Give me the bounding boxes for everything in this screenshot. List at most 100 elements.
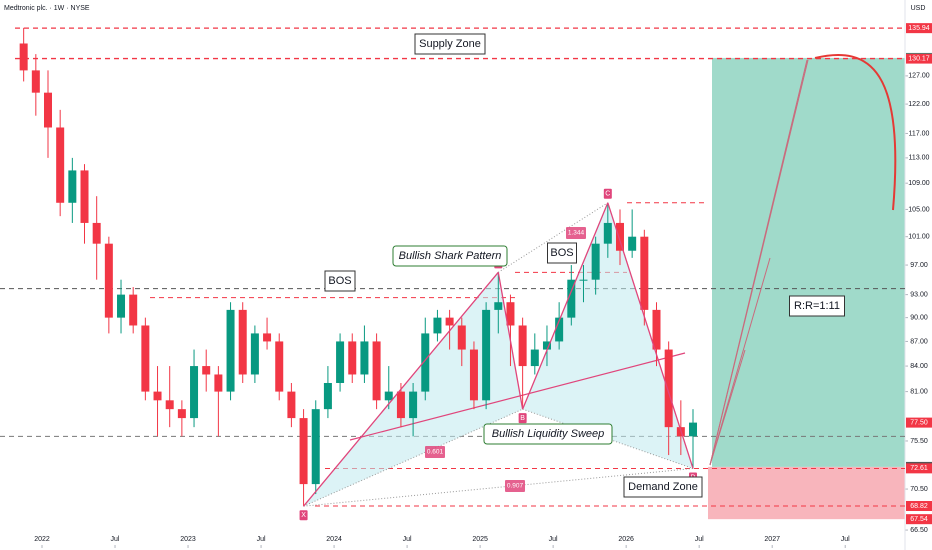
pattern-leg (607, 202, 694, 469)
candle-body (689, 422, 698, 437)
projection-arrow (709, 257, 771, 466)
point-label: C (605, 191, 610, 198)
price-tag (906, 500, 932, 511)
price-tag (906, 53, 932, 64)
candle-body (31, 70, 40, 93)
candle-body (628, 236, 637, 251)
annotation: Demand Zone (628, 481, 698, 493)
candle-body (421, 333, 430, 392)
y-tick-label: 70.50 (910, 486, 928, 493)
candle-body (165, 400, 174, 410)
annotation: BOS (550, 247, 573, 259)
candle-body (603, 222, 612, 244)
candle-body (190, 366, 199, 419)
pattern-dotted (498, 202, 609, 273)
annotation-box (483, 423, 613, 445)
candle-body (153, 391, 162, 401)
candle-body (19, 43, 28, 71)
price-tag (906, 417, 932, 428)
candle-body (433, 317, 442, 334)
candle-body (360, 341, 369, 375)
candle-body (615, 222, 624, 251)
trendline (349, 352, 686, 441)
y-tick-label: 90.00 (910, 314, 928, 321)
x-tick-label: 2027 (764, 536, 780, 543)
candle-body (214, 374, 223, 392)
x-tick-label: Jul (403, 536, 412, 543)
y-tick-label: 84.00 (910, 363, 928, 370)
pattern-leg (522, 202, 609, 410)
y-tick-label: 105.00 (908, 206, 930, 213)
pattern-leg (303, 271, 499, 507)
price-tag (906, 463, 932, 474)
y-tick-label: 81.00 (910, 388, 928, 395)
candle-body (652, 309, 661, 350)
candle-body (129, 294, 138, 326)
point-box (603, 188, 612, 199)
candle-body (336, 341, 345, 383)
y-tick-label: 122.00 (908, 101, 930, 108)
candle-body (323, 382, 332, 410)
ratio-label: 0.907 (507, 483, 524, 490)
zone-target (712, 57, 905, 467)
pattern-point: B (518, 413, 527, 424)
x-tick-label: Jul (549, 536, 558, 543)
y-tick-label: 87.00 (910, 338, 928, 345)
candle-body (263, 333, 272, 342)
y-tick-label: 117.00 (909, 130, 930, 137)
ratio-label: 0.601 (427, 449, 444, 456)
candle-body (287, 391, 296, 419)
y-tick-label: 66.50 (910, 527, 928, 534)
pattern-bcd (522, 202, 694, 469)
x-tick-label: 2022 (34, 536, 50, 543)
annotation: Supply Zone (419, 38, 481, 50)
candle-body (372, 341, 381, 401)
x-tick-label: Jul (695, 536, 704, 543)
ratio-label: 1.344 (568, 230, 585, 237)
pattern-dotted (303, 467, 694, 507)
point-label: X (301, 512, 306, 519)
x-tick-label: Jul (841, 536, 850, 543)
annotation-box (789, 295, 845, 317)
candle-body (68, 170, 77, 203)
candle-body (104, 243, 113, 318)
price-tag-label: 130.17 (908, 55, 930, 62)
candle-body (56, 127, 65, 203)
candle-body (141, 325, 150, 392)
chart-title: Medtronic plc. · 1W · NYSE (4, 5, 90, 12)
price-tag-label: 135.94 (908, 25, 930, 32)
ratio-box (425, 446, 445, 458)
pattern-leg (497, 272, 524, 410)
x-tick-label: 2023 (180, 536, 196, 543)
candle-body (238, 309, 247, 375)
candle-body (542, 341, 551, 350)
annotation: BOS (328, 275, 351, 287)
point-box (299, 510, 308, 521)
annotation-box (623, 476, 703, 498)
candle-body (384, 391, 393, 401)
pattern-dotted (303, 408, 523, 507)
y-tick-label: 93.00 (910, 291, 928, 298)
price-tag (906, 514, 932, 525)
candle-body (457, 325, 466, 350)
x-tick-label: Jul (111, 536, 120, 543)
candle-body (591, 243, 600, 280)
point-label: B (520, 415, 525, 422)
candle-body (80, 170, 89, 223)
candle-body (640, 236, 649, 310)
x-tick-label: 2025 (472, 536, 488, 543)
candle-body (311, 409, 320, 485)
annotation: Bullish Shark Pattern (399, 250, 502, 262)
candle-body (92, 222, 101, 244)
y-tick-label: 101.00 (908, 234, 930, 241)
candle-body (117, 294, 126, 318)
candle-body (664, 349, 673, 428)
annotation: R:R=1:11 (794, 300, 840, 312)
zone-demand (708, 466, 905, 520)
x-tick-label: 2026 (618, 536, 634, 543)
candle-body (250, 333, 259, 375)
candle-body (202, 366, 211, 375)
candle-body (177, 409, 186, 419)
